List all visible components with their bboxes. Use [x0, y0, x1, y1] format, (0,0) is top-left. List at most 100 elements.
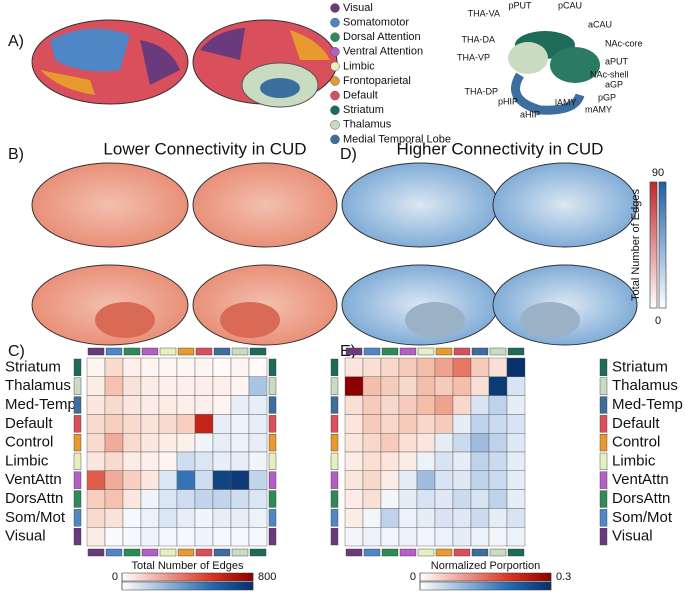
legend-label: Medial Temporal Lobe: [343, 133, 451, 145]
cell-red: [344, 508, 364, 528]
cell-blue: [140, 527, 160, 547]
cell-red: [344, 376, 364, 396]
cell-blue: [416, 508, 436, 528]
cell-red: [362, 357, 382, 377]
col-strip: [123, 347, 141, 356]
legend-swatch: [330, 134, 340, 145]
cell-red: [434, 376, 454, 396]
row-strip: [73, 490, 82, 508]
row-label: Som/Mot: [612, 509, 673, 526]
cell-blue: [194, 433, 214, 453]
row-label: Striatum: [5, 358, 61, 375]
col-strip: [105, 548, 123, 557]
col-strip: [249, 347, 267, 356]
cell-red: [434, 395, 454, 415]
cell-blue: [506, 451, 526, 471]
cell-red: [176, 376, 196, 396]
row-strip: [268, 396, 277, 414]
colorbar-label: Total Number of Edges: [132, 560, 244, 572]
row-strip: [599, 415, 608, 433]
row-label: Default: [5, 415, 53, 432]
cell-blue: [416, 470, 436, 490]
cell-red: [104, 433, 124, 453]
row-strip: [268, 434, 277, 452]
cell-blue: [506, 357, 526, 377]
colorbar-tick-label: 0: [410, 571, 416, 583]
row-label: Visual: [612, 528, 653, 545]
subcortical-label: NAc-shell: [590, 69, 629, 79]
col-strip: [435, 347, 453, 356]
row-strip: [73, 434, 82, 452]
cell-red: [158, 376, 178, 396]
cell-blue: [434, 527, 454, 547]
row-strip: [599, 471, 608, 489]
cell-blue: [230, 451, 250, 471]
col-strip: [141, 347, 159, 356]
subcortical-label: pHIP: [498, 96, 518, 106]
row-label: Med-Temp: [612, 396, 683, 413]
cell-blue: [434, 508, 454, 528]
col-strip: [453, 548, 471, 557]
row-label: Som/Mot: [5, 509, 66, 526]
cell-red: [398, 357, 418, 377]
row-label: DorsAttn: [612, 490, 670, 507]
cell-blue: [470, 451, 490, 471]
cell-red: [104, 357, 124, 377]
cell-red: [362, 470, 382, 490]
row-strip: [268, 490, 277, 508]
row-label: Striatum: [612, 358, 668, 375]
row-strip: [330, 490, 339, 508]
cell-blue: [212, 433, 232, 453]
col-strip: [435, 548, 453, 557]
cell-red: [362, 489, 382, 509]
row-strip: [268, 377, 277, 395]
row-strip: [599, 358, 608, 376]
cell-blue: [470, 508, 490, 528]
legend-label: Limbic: [343, 60, 375, 72]
cell-blue: [248, 451, 268, 471]
subcortical-label: pPUT: [508, 0, 532, 10]
col-strip: [363, 548, 381, 557]
row-strip: [330, 358, 339, 376]
cell-blue: [248, 470, 268, 490]
col-strip: [105, 347, 123, 356]
cell-blue: [452, 433, 472, 453]
legend-label: Somatomotor: [343, 17, 409, 29]
row-strip: [599, 509, 608, 527]
cell-blue: [248, 395, 268, 415]
row-strip: [73, 471, 82, 489]
cell-blue: [488, 451, 508, 471]
cell-red: [398, 433, 418, 453]
row-strip: [330, 509, 339, 527]
col-strip: [399, 347, 417, 356]
row-label: Thalamus: [612, 377, 678, 394]
cell-red: [86, 357, 106, 377]
col-strip: [177, 347, 195, 356]
cell-red: [344, 451, 364, 471]
colorbar-tick-label: 800: [258, 571, 276, 583]
colorbar-tick: 0: [655, 315, 661, 327]
col-strip: [159, 548, 177, 557]
col-strip: [417, 347, 435, 356]
cell-red: [434, 357, 454, 377]
cell-blue: [248, 433, 268, 453]
cell-red: [104, 376, 124, 396]
colorbar-red: [419, 572, 552, 582]
cell-red: [398, 414, 418, 434]
brain-title: Lower Connectivity in CUD: [103, 139, 306, 158]
cell-red: [344, 433, 364, 453]
row-strip: [330, 415, 339, 433]
subcortical-drawing: [508, 31, 600, 115]
cell-red: [122, 414, 142, 434]
cell-blue: [158, 527, 178, 547]
col-strip: [123, 548, 141, 557]
cell-blue: [104, 527, 124, 547]
col-strip: [195, 548, 213, 557]
row-strip: [599, 528, 608, 546]
cell-blue: [158, 489, 178, 509]
cell-red: [122, 489, 142, 509]
cell-blue: [248, 489, 268, 509]
row-label: Limbic: [612, 452, 656, 469]
cell-red: [398, 451, 418, 471]
cell-blue: [434, 489, 454, 509]
